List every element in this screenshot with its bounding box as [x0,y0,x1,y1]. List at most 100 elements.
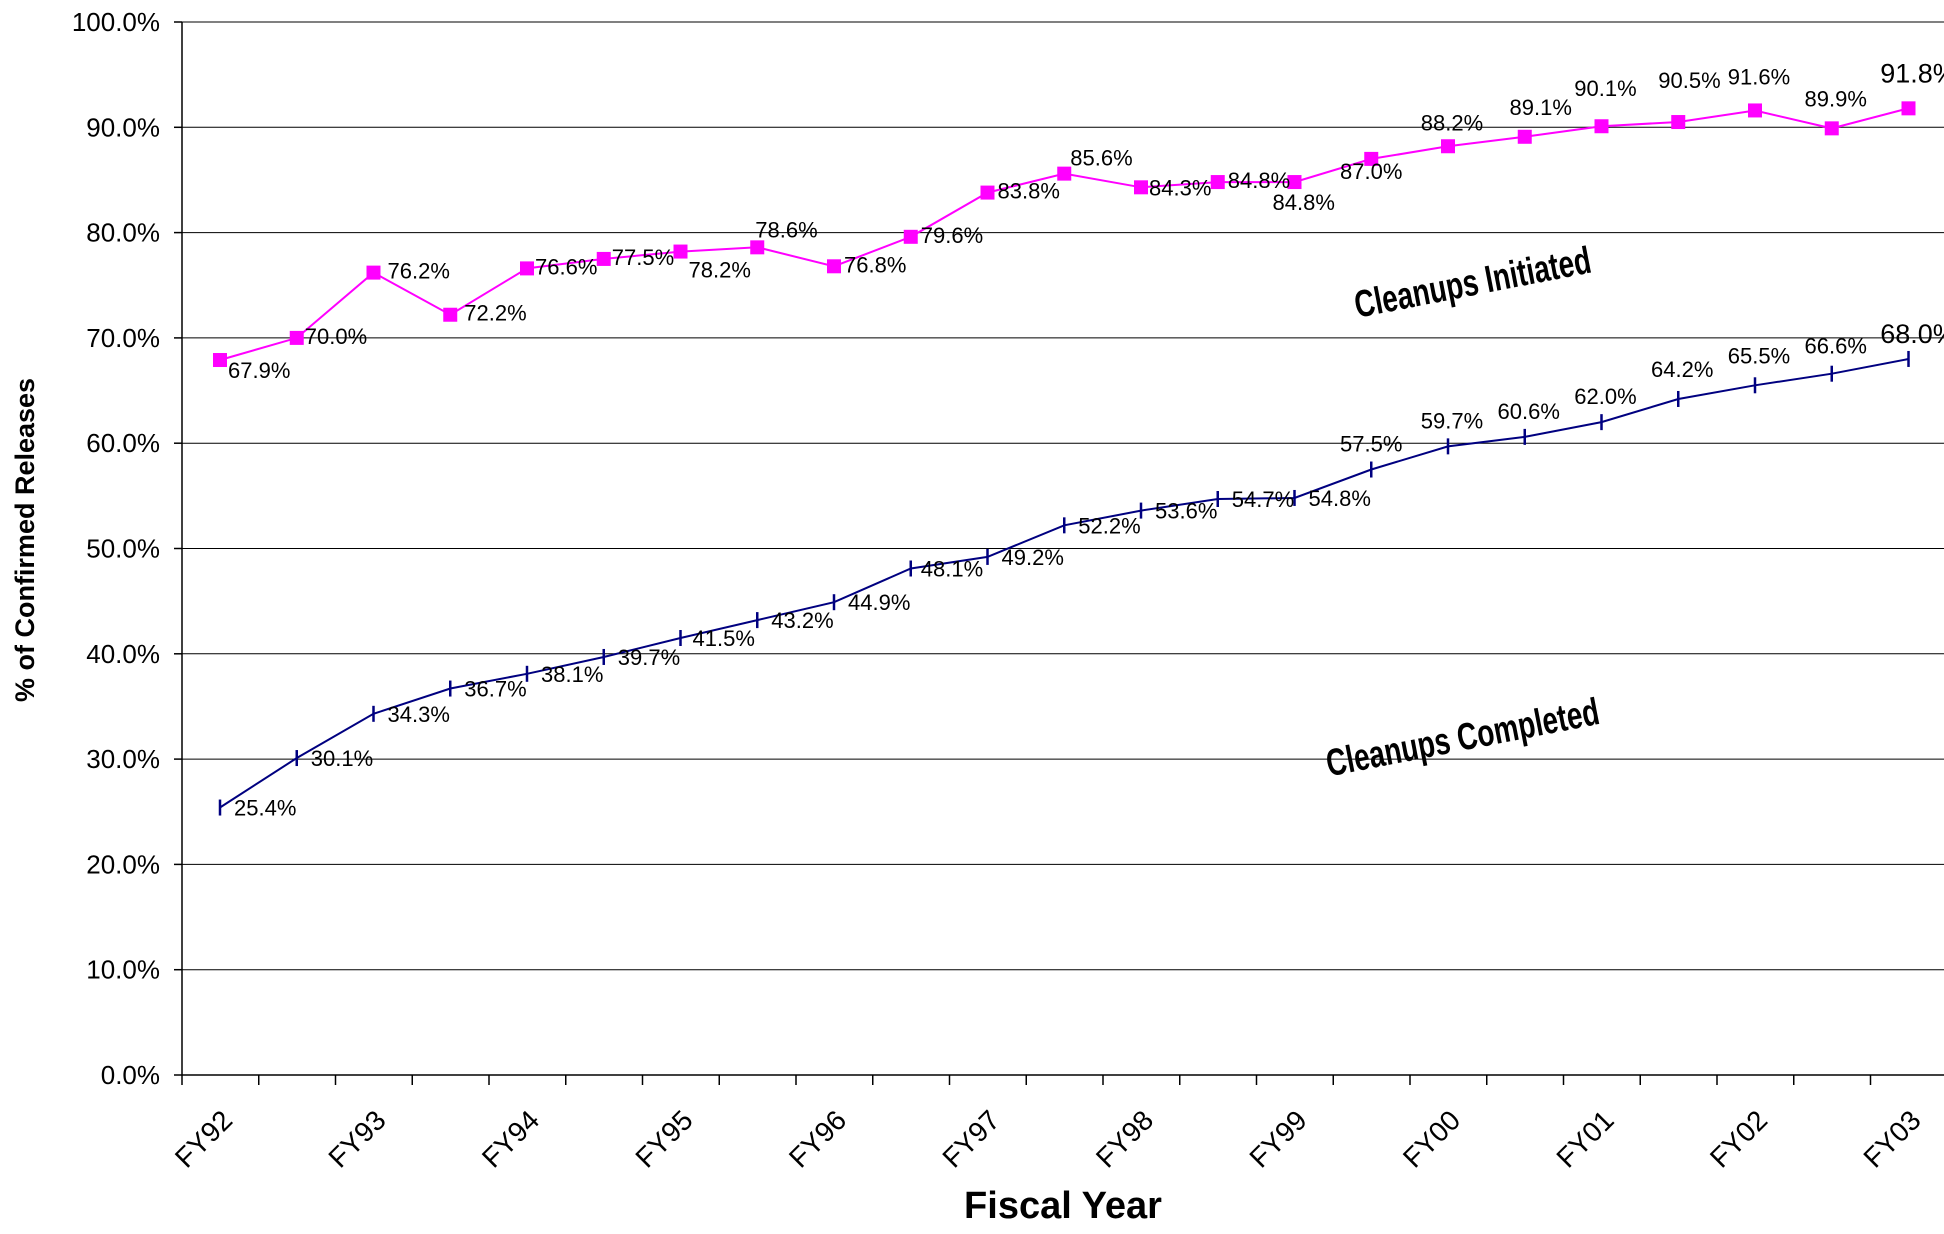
data-label: 67.9% [228,358,290,383]
y-tick-label: 40.0% [86,639,160,669]
x-tick-label: FY03 [1857,1104,1926,1173]
data-point-marker [1748,103,1762,118]
data-label: 76.6% [535,254,597,279]
x-tick-label: FY94 [476,1104,545,1173]
y-tick-label: 100.0% [72,7,160,37]
data-label: 57.5% [1340,432,1402,457]
data-label: 44.9% [848,590,910,615]
data-point-marker [1901,101,1916,116]
data-label: 77.5% [612,245,674,270]
x-tick-label: FY01 [1550,1104,1619,1173]
data-label: 89.9% [1805,86,1867,111]
x-tick-label: FY98 [1090,1104,1159,1173]
data-label: 70.0% [305,324,367,349]
data-label: 49.2% [1002,545,1064,570]
data-point-marker [289,330,304,345]
series-line [219,358,1909,809]
x-tick-label: FY92 [169,1104,238,1173]
data-label: 68.0% [1880,319,1944,349]
y-tick-label: 80.0% [86,218,160,248]
data-label: 54.7% [1232,487,1294,512]
data-label: 84.8% [1228,168,1290,193]
data-labels: 67.9% 70.0% 76.2% 72.2% 76.6% 77.5% 78.2%78.6%… [228,58,1944,820]
data-label: 48.1% [921,557,983,582]
data-label: 53.6% [1155,499,1217,524]
data-label: 88.2% [1421,110,1483,135]
data-point-marker [1364,151,1379,166]
data-label: 84.3% [1149,175,1211,200]
data-label: 90.1% [1574,76,1636,101]
x-tick-label: FY95 [629,1104,698,1173]
data-point-marker [520,261,534,276]
series-group [213,101,1916,816]
x-tick-label: FY93 [322,1104,391,1173]
y-axis-title: % of Confirmed Releases [10,378,40,702]
x-tick-label: FY99 [1243,1104,1312,1173]
data-label: 39.7% [618,645,680,670]
data-label: 59.7% [1421,408,1483,433]
annotation-cleanups-completed: Cleanups Completed [1323,691,1603,785]
data-point-marker [673,244,688,259]
data-label: 52.2% [1078,513,1140,538]
data-label: 64.2% [1651,357,1713,382]
data-label: 36.7% [464,677,526,702]
data-point-marker [1287,175,1302,190]
data-point-marker [213,353,227,368]
data-label: 83.8% [998,179,1060,204]
data-point-marker [1210,175,1225,190]
data-label: 78.2% [689,258,751,283]
data-point-marker [443,307,458,322]
data-point-marker [366,265,381,280]
y-tick-label: 20.0% [86,849,160,879]
data-label: 72.2% [464,301,526,326]
y-tick-label: 30.0% [86,744,160,774]
data-point-marker [1057,166,1072,181]
x-tick-label: FY97 [936,1104,1005,1173]
data-label: 90.5% [1658,68,1720,93]
data-point-marker [1441,139,1455,154]
gridlines [182,21,1944,971]
data-label: 87.0% [1340,159,1402,184]
data-label: 30.1% [311,746,373,771]
data-label: 38.1% [541,662,603,687]
data-label: 76.2% [388,259,450,284]
data-label: 79.6% [921,223,983,248]
data-label: 43.2% [771,608,833,633]
data-label: 91.6% [1728,64,1790,89]
y-tick-label: 90.0% [86,112,160,142]
y-tick-label: 0.0% [101,1060,160,1090]
x-axis-title: Fiscal Year [964,1185,1162,1227]
data-label: 78.6% [755,217,817,242]
data-label: 85.6% [1070,146,1132,171]
data-point-marker [827,259,841,274]
data-label: 65.5% [1728,343,1790,368]
data-label: 25.4% [234,796,296,821]
data-point-marker [1517,129,1532,144]
data-label: 41.5% [693,626,755,651]
data-label: 89.1% [1510,95,1572,120]
data-point-marker [1671,115,1686,130]
y-tick-label: 50.0% [86,534,160,564]
data-label: 91.8% [1880,58,1944,88]
y-tick-label: 60.0% [86,428,160,458]
data-point-marker [1824,121,1839,136]
data-label: 62.0% [1574,384,1636,409]
x-tick-label: FY00 [1397,1104,1466,1173]
data-point-marker [1594,119,1609,134]
data-label: 34.3% [388,702,450,727]
y-tick-label: 70.0% [86,323,160,353]
data-point-marker [903,229,918,244]
data-point-marker [980,185,995,200]
data-label: 66.6% [1805,334,1867,359]
x-tick-label: FY96 [783,1104,852,1173]
data-point-marker [1134,180,1148,195]
data-label: 60.6% [1498,399,1560,424]
y-axis-ticks: 0.0% 10.0% 20.0% 30.0% 40.0% 50.0% 60.0% 70.0% 8… [72,7,182,1090]
y-tick-label: 10.0% [86,955,160,985]
data-label: 54.8% [1309,486,1371,511]
annotation-cleanups-initiated: Cleanups Initiated [1351,240,1595,327]
data-label: 84.8% [1273,190,1335,215]
data-point-marker [750,240,765,255]
x-axis-ticks: FY92 FY93 FY94 FY95 FY96 FY97 FY98 FY99 FY00 FY01… [169,1075,1927,1174]
